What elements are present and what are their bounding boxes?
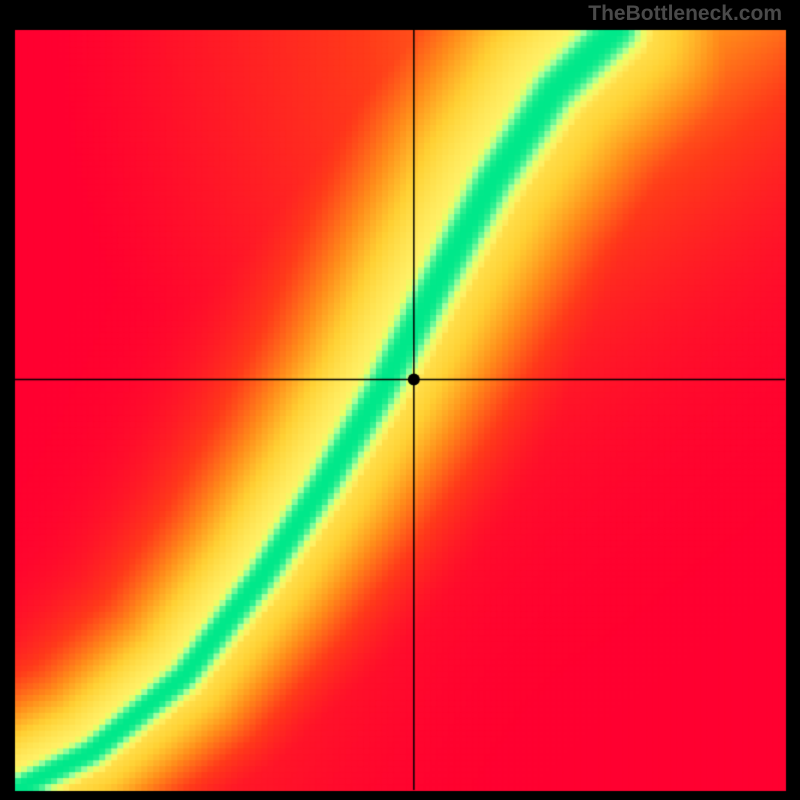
watermark-label: TheBottleneck.com <box>588 2 782 26</box>
bottleneck-heatmap <box>0 0 800 800</box>
